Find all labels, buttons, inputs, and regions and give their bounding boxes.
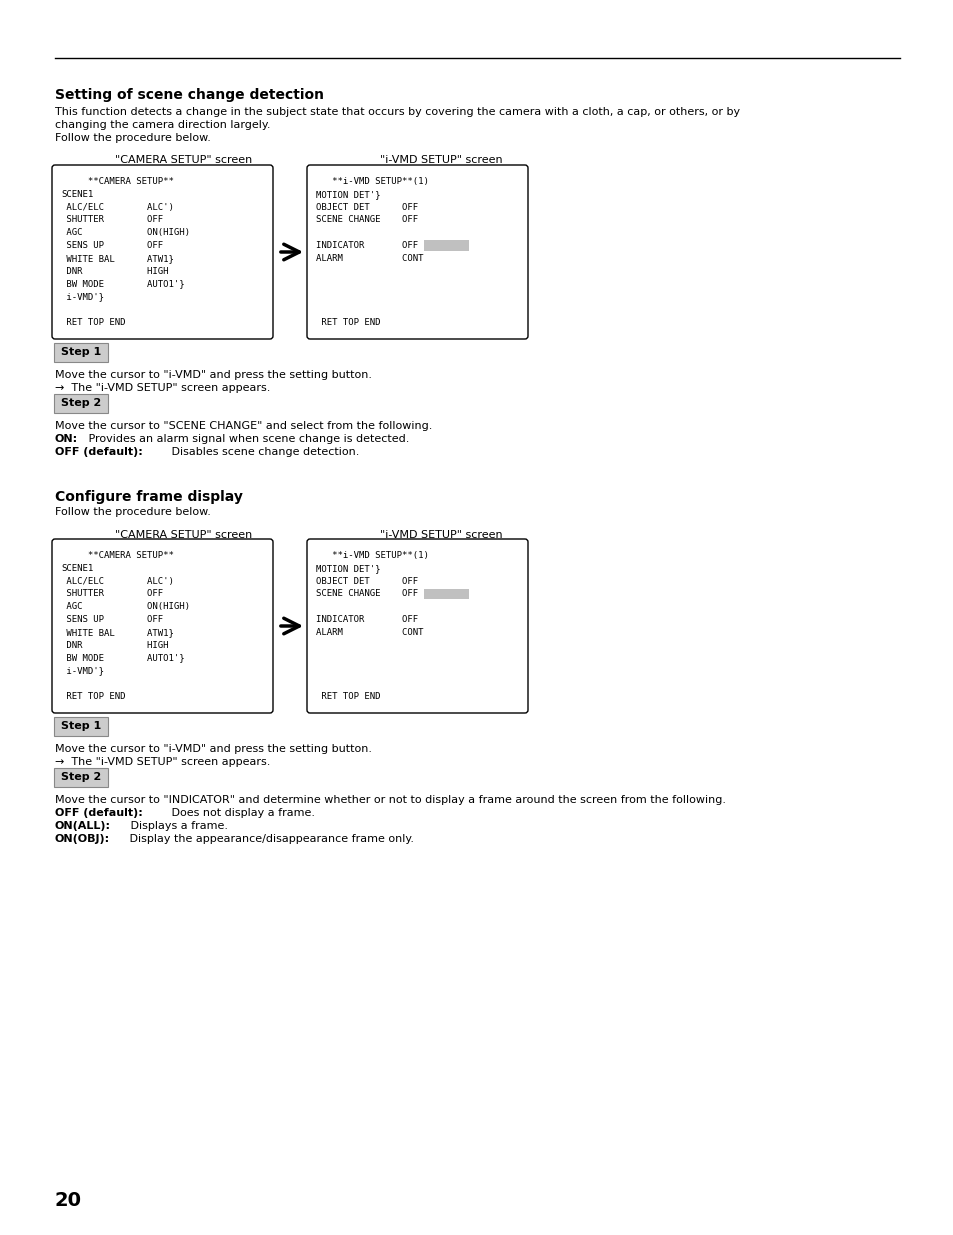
- Text: ON:: ON:: [55, 433, 78, 445]
- Text: Step 1: Step 1: [61, 721, 101, 731]
- Text: Move the cursor to "INDICATOR" and determine whether or not to display a frame a: Move the cursor to "INDICATOR" and deter…: [55, 795, 725, 805]
- Text: AGC            ON(HIGH): AGC ON(HIGH): [61, 603, 190, 611]
- Text: SCENE1: SCENE1: [61, 190, 93, 199]
- Bar: [423, 241, 469, 251]
- Text: ON(OBJ):: ON(OBJ):: [55, 834, 110, 844]
- Text: ALC/ELC        ALC'): ALC/ELC ALC'): [61, 577, 173, 585]
- Text: **CAMERA SETUP**: **CAMERA SETUP**: [61, 551, 173, 559]
- Text: Step 1: Step 1: [61, 347, 101, 357]
- Text: Follow the procedure below.: Follow the procedure below.: [55, 133, 211, 143]
- Text: WHITE BAL      ATW1}: WHITE BAL ATW1}: [61, 254, 173, 263]
- Text: Displays a frame.: Displays a frame.: [127, 821, 228, 831]
- Text: Does not display a frame.: Does not display a frame.: [168, 808, 314, 818]
- Bar: [423, 589, 469, 599]
- Text: changing the camera direction largely.: changing the camera direction largely.: [55, 120, 271, 130]
- Text: Step 2: Step 2: [61, 398, 101, 408]
- Text: AGC            ON(HIGH): AGC ON(HIGH): [61, 228, 190, 237]
- Text: i-VMD'}: i-VMD'}: [61, 293, 104, 301]
- Text: SCENE CHANGE    OFF: SCENE CHANGE OFF: [315, 215, 417, 225]
- Text: MOTION DET'}: MOTION DET'}: [315, 190, 380, 199]
- Text: 20: 20: [55, 1191, 82, 1210]
- Text: OFF (default):: OFF (default):: [55, 808, 143, 818]
- Text: "i-VMD SETUP" screen: "i-VMD SETUP" screen: [379, 156, 502, 165]
- Text: WHITE BAL      ATW1}: WHITE BAL ATW1}: [61, 627, 173, 637]
- FancyBboxPatch shape: [54, 767, 108, 787]
- Text: SENS UP        OFF: SENS UP OFF: [61, 615, 163, 624]
- Text: **i-VMD SETUP**(1): **i-VMD SETUP**(1): [315, 551, 429, 559]
- Text: →  The "i-VMD SETUP" screen appears.: → The "i-VMD SETUP" screen appears.: [55, 383, 270, 393]
- Text: "i-VMD SETUP" screen: "i-VMD SETUP" screen: [379, 530, 502, 540]
- Text: DNR            HIGH: DNR HIGH: [61, 267, 169, 275]
- Text: Configure frame display: Configure frame display: [55, 490, 243, 504]
- Text: Display the appearance/disappearance frame only.: Display the appearance/disappearance fra…: [126, 834, 414, 844]
- Text: **i-VMD SETUP**(1): **i-VMD SETUP**(1): [315, 177, 429, 186]
- FancyBboxPatch shape: [54, 394, 108, 412]
- Text: This function detects a change in the subject state that occurs by covering the : This function detects a change in the su…: [55, 107, 740, 117]
- Text: ALARM           CONT: ALARM CONT: [315, 254, 423, 263]
- Text: Move the cursor to "SCENE CHANGE" and select from the following.: Move the cursor to "SCENE CHANGE" and se…: [55, 421, 432, 431]
- Text: OFF (default):: OFF (default):: [55, 447, 143, 457]
- Text: OBJECT DET      OFF: OBJECT DET OFF: [315, 577, 417, 585]
- Text: ALARM           CONT: ALARM CONT: [315, 627, 423, 637]
- Text: DNR            HIGH: DNR HIGH: [61, 641, 169, 650]
- FancyBboxPatch shape: [54, 716, 108, 736]
- Text: INDICATOR       OFF: INDICATOR OFF: [315, 241, 417, 249]
- Text: Step 2: Step 2: [61, 772, 101, 782]
- Text: RET TOP END: RET TOP END: [61, 692, 126, 701]
- Text: SCENE1: SCENE1: [61, 563, 93, 573]
- Text: Follow the procedure below.: Follow the procedure below.: [55, 508, 211, 517]
- Text: SCENE CHANGE    OFF: SCENE CHANGE OFF: [315, 589, 417, 599]
- FancyBboxPatch shape: [54, 342, 108, 362]
- Text: ALC/ELC        ALC'): ALC/ELC ALC'): [61, 203, 173, 211]
- Text: Move the cursor to "i-VMD" and press the setting button.: Move the cursor to "i-VMD" and press the…: [55, 370, 372, 380]
- Text: →  The "i-VMD SETUP" screen appears.: → The "i-VMD SETUP" screen appears.: [55, 757, 270, 767]
- Text: RET TOP END: RET TOP END: [61, 319, 126, 327]
- Text: Setting of scene change detection: Setting of scene change detection: [55, 88, 324, 103]
- Text: Provides an alarm signal when scene change is detected.: Provides an alarm signal when scene chan…: [85, 433, 409, 445]
- Text: RET TOP END: RET TOP END: [315, 319, 380, 327]
- FancyBboxPatch shape: [52, 165, 273, 338]
- Text: INDICATOR       OFF: INDICATOR OFF: [315, 615, 417, 624]
- Text: OBJECT DET      OFF: OBJECT DET OFF: [315, 203, 417, 211]
- Text: BW MODE        AUTO1'}: BW MODE AUTO1'}: [61, 279, 185, 289]
- Text: SHUTTER        OFF: SHUTTER OFF: [61, 215, 163, 225]
- Text: BW MODE        AUTO1'}: BW MODE AUTO1'}: [61, 653, 185, 663]
- Text: "CAMERA SETUP" screen: "CAMERA SETUP" screen: [115, 530, 252, 540]
- FancyBboxPatch shape: [307, 165, 527, 338]
- Text: Move the cursor to "i-VMD" and press the setting button.: Move the cursor to "i-VMD" and press the…: [55, 743, 372, 755]
- Text: **CAMERA SETUP**: **CAMERA SETUP**: [61, 177, 173, 186]
- Text: Disables scene change detection.: Disables scene change detection.: [168, 447, 359, 457]
- Text: "CAMERA SETUP" screen: "CAMERA SETUP" screen: [115, 156, 252, 165]
- Text: SENS UP        OFF: SENS UP OFF: [61, 241, 163, 249]
- Text: SHUTTER        OFF: SHUTTER OFF: [61, 589, 163, 599]
- Text: i-VMD'}: i-VMD'}: [61, 667, 104, 676]
- FancyBboxPatch shape: [52, 538, 273, 713]
- Text: ON(ALL):: ON(ALL):: [55, 821, 111, 831]
- Text: RET TOP END: RET TOP END: [315, 692, 380, 701]
- Text: MOTION DET'}: MOTION DET'}: [315, 563, 380, 573]
- FancyBboxPatch shape: [307, 538, 527, 713]
